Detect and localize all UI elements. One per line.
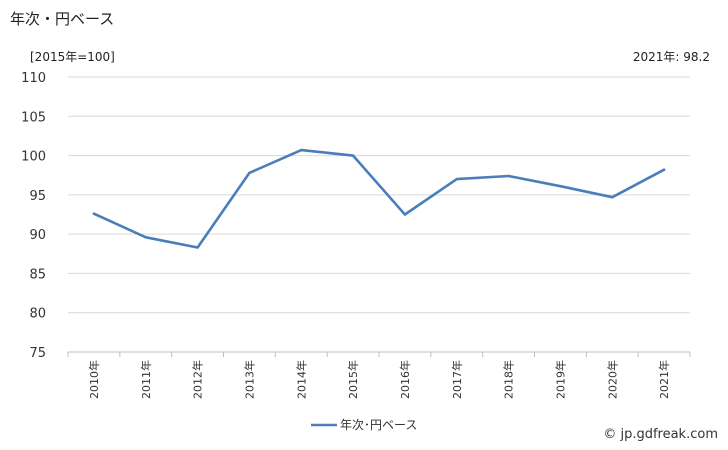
y-axis-ticks: 75 80 85 90 95 100 105 110 <box>21 71 46 361</box>
x-tick-label: 2020年 <box>605 360 619 399</box>
data-point-2010年 <box>92 212 96 215</box>
data-point-2012年 <box>196 246 199 249</box>
y-tick-label: 100 <box>21 150 46 165</box>
y-tick-label: 105 <box>21 110 46 125</box>
series-group <box>92 148 666 249</box>
data-point-2018年 <box>507 174 510 178</box>
latest-value-label: 2021年: 98.2 <box>632 50 710 64</box>
x-axis-ticks: 2010年 2011年 2012年 2013年 2014年 2015年 2016年 2017年… <box>87 360 671 399</box>
x-tick-label: 2010年 <box>87 360 101 399</box>
x-tick-label: 2013年 <box>242 360 256 399</box>
legend-label: 年次･円ベース <box>340 418 417 432</box>
y-tick-label: 85 <box>29 267 46 282</box>
y-tick-label: 90 <box>29 228 46 243</box>
data-point-2013年 <box>248 171 251 175</box>
x-tick-label: 2015年 <box>346 360 360 399</box>
data-point-2016年 <box>403 213 407 216</box>
y-tick-label: 95 <box>29 189 46 204</box>
y-tick-label: 110 <box>21 71 46 86</box>
x-tick-label: 2011年 <box>139 360 153 399</box>
series-line <box>92 148 666 249</box>
chart-title: 年次・円ベース <box>10 10 115 28</box>
x-tick-label: 2016年 <box>398 360 412 399</box>
x-tick-label: 2018年 <box>502 360 516 399</box>
data-point-2021年 <box>662 168 666 171</box>
x-tick-label: 2014年 <box>294 360 308 399</box>
y-tick-label: 75 <box>29 346 46 361</box>
data-point-2015年 <box>351 154 355 157</box>
data-point-2019年 <box>559 185 562 188</box>
x-tick-label: 2012年 <box>191 360 205 399</box>
y-tick-label: 80 <box>29 307 46 322</box>
data-point-2011年 <box>144 236 147 239</box>
data-point-2017年 <box>455 177 458 181</box>
x-axis <box>67 351 691 357</box>
x-tick-label: 2019年 <box>553 360 567 399</box>
x-tick-label: 2021年 <box>657 360 671 399</box>
data-point-2020年 <box>611 196 614 199</box>
grid-lines <box>68 76 690 314</box>
data-point-2014年 <box>300 148 303 152</box>
legend: 年次･円ベース <box>311 418 417 432</box>
x-tick-label: 2017年 <box>450 360 464 399</box>
credit-text: © jp.gdfreak.com <box>603 427 718 442</box>
unit-label: [2015年=100] <box>30 50 115 64</box>
